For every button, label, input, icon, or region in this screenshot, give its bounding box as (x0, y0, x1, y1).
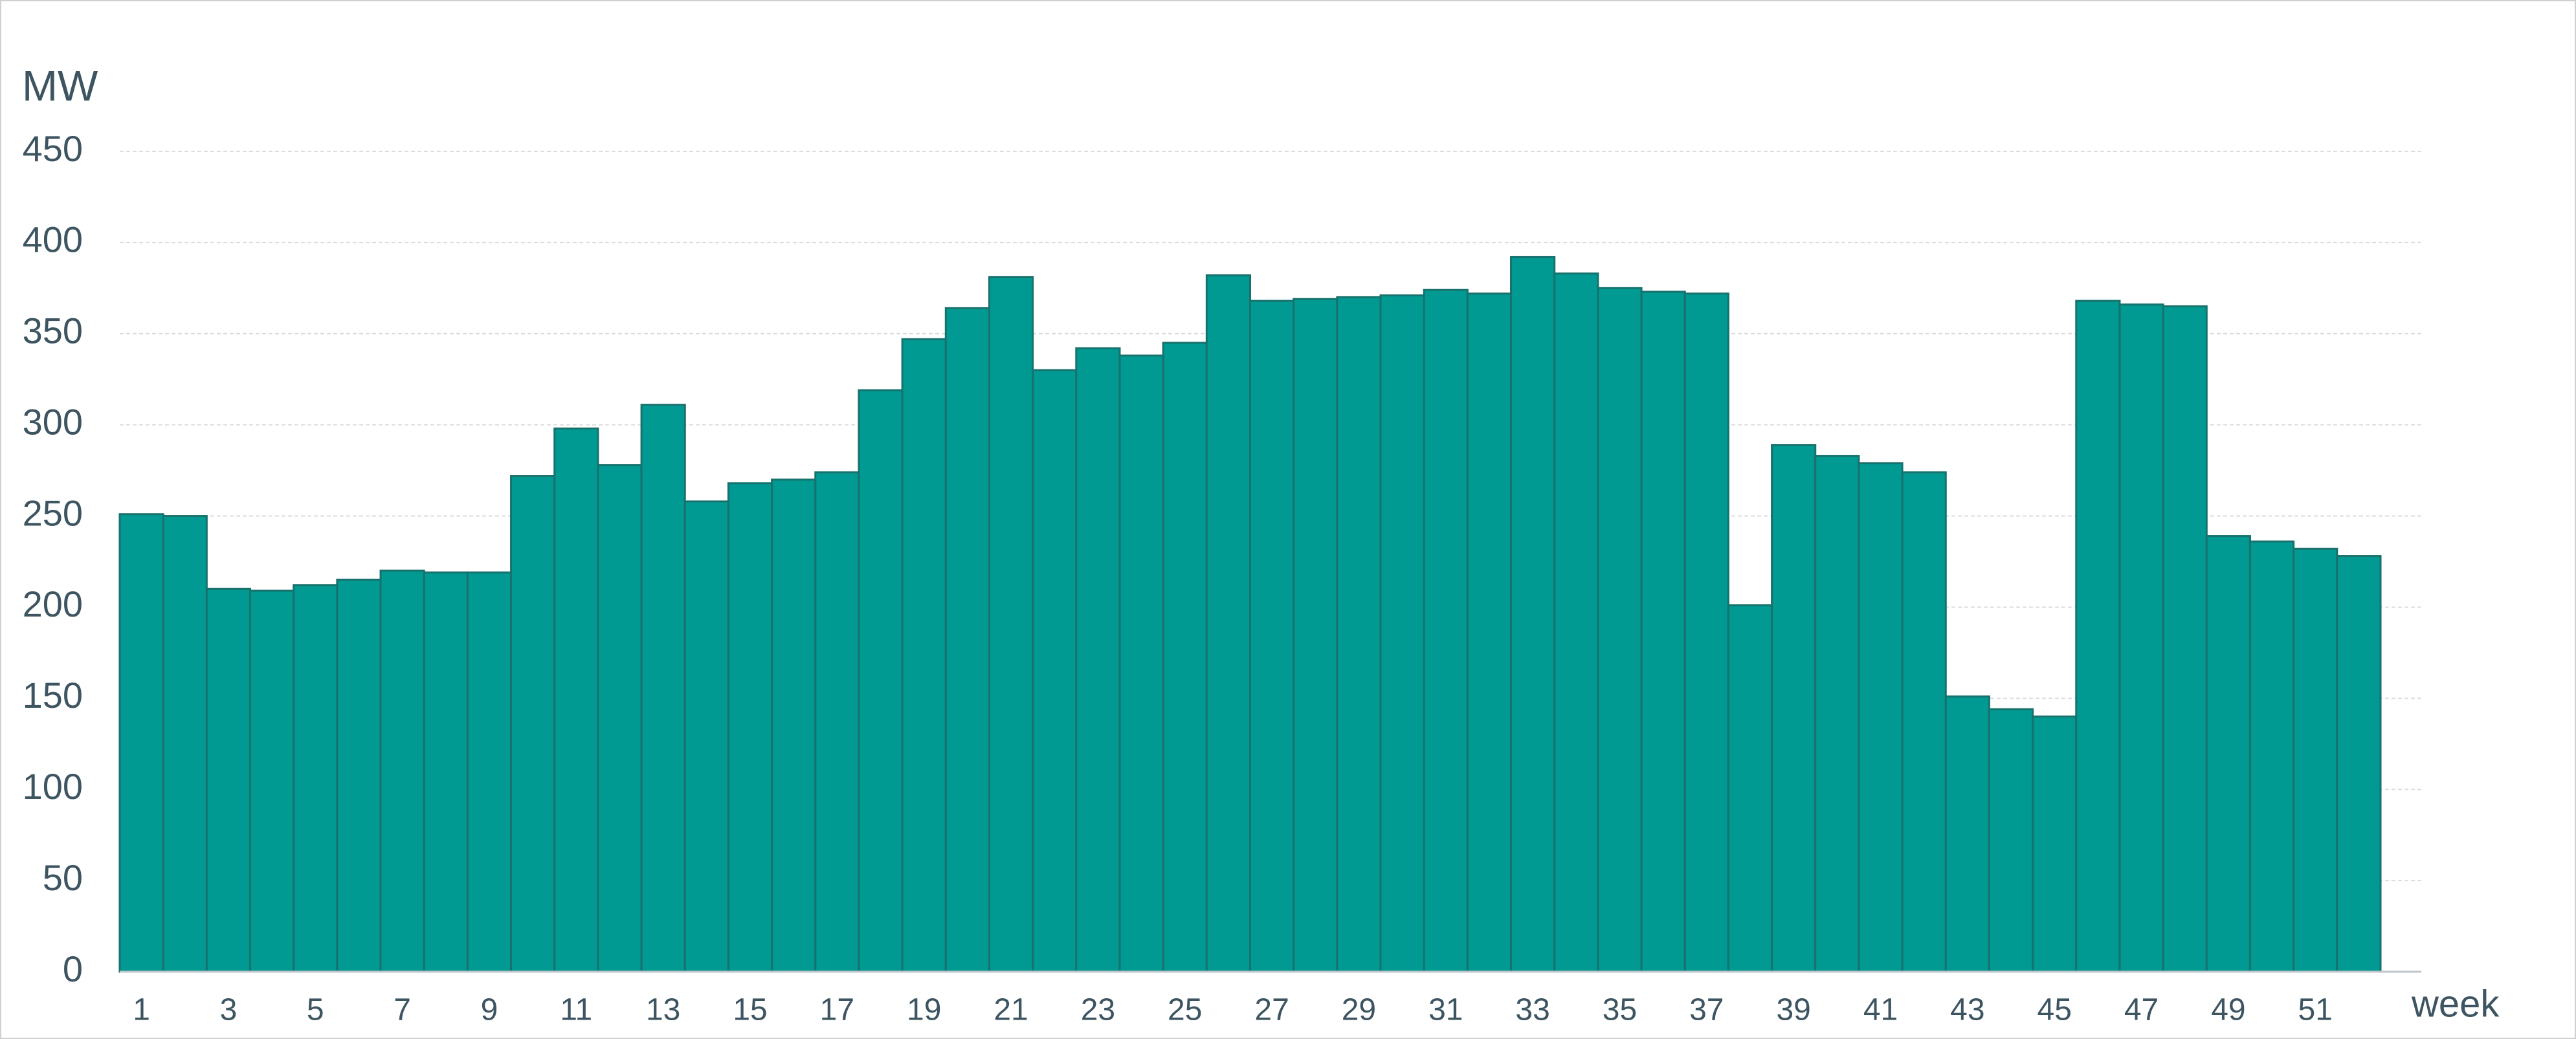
bar (466, 571, 513, 973)
bar (553, 427, 599, 973)
bar (1597, 287, 1643, 973)
bar (944, 307, 990, 973)
x-tick-label: 13 (646, 993, 680, 1027)
bar (683, 500, 729, 973)
bar (814, 471, 860, 973)
bar (1944, 695, 1990, 973)
y-tick-label: 300 (23, 401, 83, 442)
x-tick-label: 23 (1081, 993, 1115, 1027)
y-tick-label: 350 (23, 311, 83, 351)
bar (1553, 272, 1599, 973)
x-tick-label: 39 (1776, 993, 1810, 1027)
x-tick-label: 25 (1168, 993, 1202, 1027)
bar (1162, 342, 1208, 973)
y-tick-label: 400 (23, 219, 83, 260)
bar (2032, 716, 2078, 973)
bar (510, 475, 556, 973)
x-tick-label: 49 (2211, 993, 2245, 1027)
x-tick-label: 17 (820, 993, 854, 1027)
y-tick-label: 0 (63, 948, 83, 989)
bar (293, 584, 339, 973)
bar (336, 578, 382, 973)
bar (2336, 555, 2382, 973)
bar (858, 389, 904, 973)
y-tick-label: 100 (23, 766, 83, 807)
y-axis-label: MW (22, 61, 98, 109)
x-tick-label: 47 (2124, 993, 2159, 1027)
bar (249, 589, 295, 973)
bar (423, 571, 469, 973)
y-tick-label: 450 (23, 128, 83, 169)
x-tick-label: 27 (1254, 993, 1289, 1027)
bar (1118, 355, 1164, 973)
bar (2075, 300, 2121, 973)
bar (1423, 289, 1469, 973)
bar (1205, 274, 1251, 973)
x-tick-label: 37 (1689, 993, 1724, 1027)
bar (1858, 462, 1904, 973)
x-tick-label: 33 (1515, 993, 1549, 1027)
bar (2248, 540, 2295, 973)
x-tick-label: 11 (560, 993, 592, 1027)
bar (1075, 347, 1121, 973)
bar (1901, 471, 1947, 973)
x-tick-label: 3 (220, 993, 238, 1027)
bar (1336, 296, 1382, 973)
bar (118, 513, 164, 973)
x-tick-label: 35 (1603, 993, 1637, 1027)
bar (901, 338, 947, 973)
x-tick-label: 5 (307, 993, 324, 1027)
x-axis-label: week (2411, 983, 2500, 1025)
x-tick-label: 51 (2298, 993, 2333, 1027)
x-tick-label: 1 (133, 993, 150, 1027)
bar (1814, 455, 1860, 973)
bar (988, 276, 1034, 973)
x-tick-label: 41 (1863, 993, 1898, 1027)
x-tick-label: 29 (1342, 993, 1376, 1027)
y-tick-label: 50 (43, 857, 83, 898)
bar (771, 478, 817, 973)
y-tick-label: 150 (23, 675, 83, 716)
x-tick-label: 7 (394, 993, 411, 1027)
bar (379, 569, 425, 973)
bar (2293, 547, 2338, 973)
bar (2118, 303, 2164, 973)
x-tick-label: 19 (907, 993, 941, 1027)
bar (1466, 292, 1513, 973)
x-tick-label: 15 (733, 993, 767, 1027)
bar (162, 515, 208, 973)
y-tick-label: 200 (23, 584, 83, 624)
x-tick-label: 45 (2037, 993, 2072, 1027)
bar (1771, 444, 1817, 973)
bar (2205, 535, 2251, 973)
bar (2162, 305, 2208, 973)
bar (1032, 369, 1078, 973)
bar (1640, 290, 1686, 973)
bar (597, 464, 643, 973)
bar (1249, 300, 1295, 973)
bar (1727, 604, 1773, 973)
bar (1988, 708, 2034, 973)
y-tick-label: 250 (23, 492, 83, 533)
bar (1379, 294, 1425, 973)
bar (1293, 298, 1338, 973)
bar (205, 587, 252, 973)
x-tick-label: 9 (481, 993, 498, 1027)
bar (727, 482, 773, 973)
x-tick-label: 43 (1950, 993, 1984, 1027)
bar (640, 404, 686, 973)
x-tick-label: 31 (1428, 993, 1463, 1027)
bar (1683, 292, 1729, 973)
x-tick-label: 21 (994, 993, 1028, 1027)
bar (1510, 256, 1556, 973)
